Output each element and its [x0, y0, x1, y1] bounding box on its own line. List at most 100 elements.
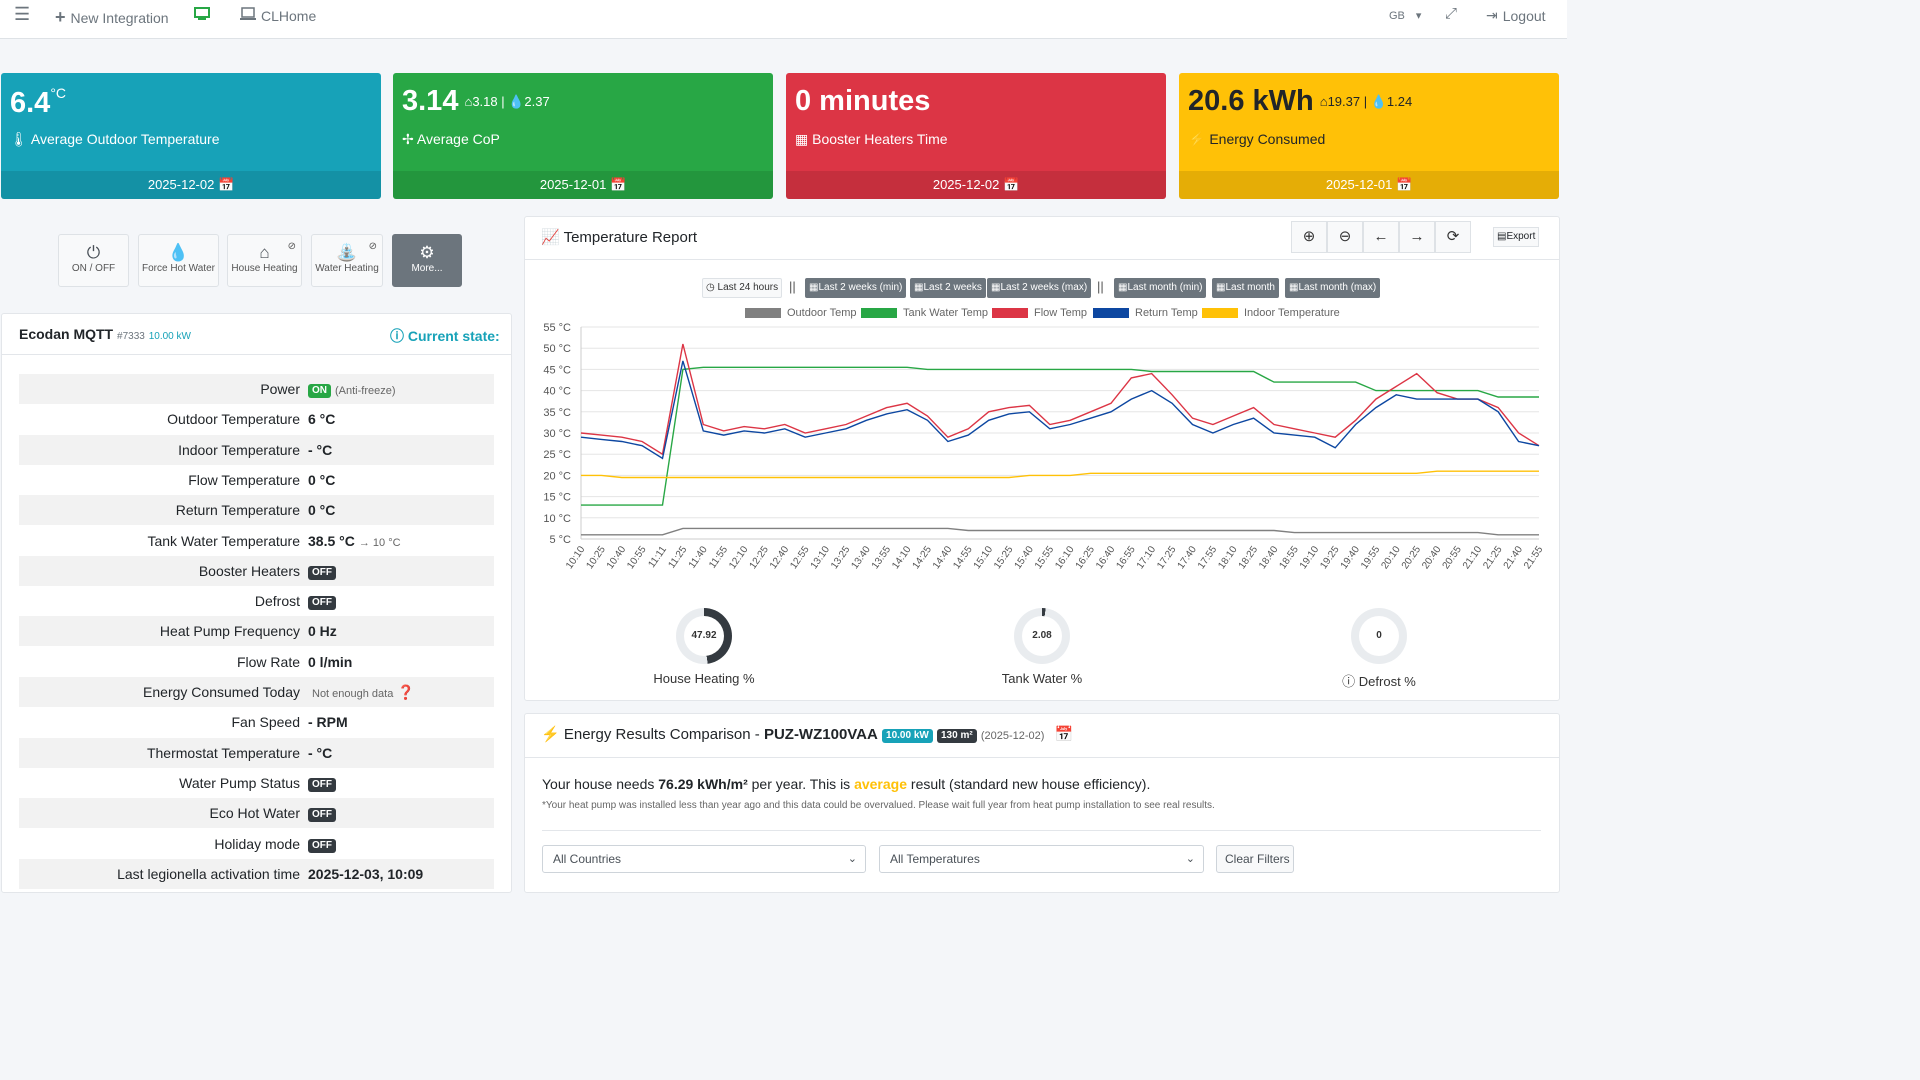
logout-link[interactable]: ⇥ Logout	[1486, 7, 1546, 24]
energy-title: ⚡ Energy Results Comparison - PUZ-WZ100V…	[541, 726, 1074, 743]
state-row: Booster Heaters OFF	[19, 555, 494, 586]
new-integration-link[interactable]: + New Integration	[55, 7, 169, 27]
x-tick-label: 16:25	[1074, 544, 1098, 571]
legend-item[interactable]: Tank Water Temp	[861, 307, 988, 319]
x-tick-label: 11:40	[687, 544, 710, 571]
x-tick-label: 11:25	[666, 544, 689, 571]
faucet-icon: ⛲	[336, 243, 358, 262]
house-heating-button[interactable]: ⊘ ⌂ House Heating	[227, 234, 302, 287]
refresh-icon: ⟳	[1446, 228, 1460, 245]
disabled-icon: ⊘	[287, 241, 296, 252]
export-button[interactable]: ▤Export	[1493, 227, 1540, 247]
range-2w-min[interactable]: ▦Last 2 weeks (min)	[805, 278, 907, 298]
gauge-label: Tank Water %	[1001, 671, 1083, 686]
heater-icon: ▦	[795, 131, 809, 147]
x-tick-label: 18:55	[1277, 544, 1301, 571]
state-value-text: 0 Hz	[308, 623, 337, 640]
range-last-24h[interactable]: ◷ Last 24 hours	[702, 278, 783, 298]
state-value-text: - °C	[308, 744, 333, 761]
water-heating-button[interactable]: ⊘ ⛲ Water Heating	[311, 234, 383, 287]
clhome-link[interactable]: CLHome	[240, 7, 316, 24]
state-value: 2025-12-03, 10:09	[308, 859, 423, 889]
fullscreen-icon[interactable]: ⤢	[1445, 5, 1458, 22]
legend-item[interactable]: Flow Temp	[992, 307, 1087, 319]
zoom-in-button[interactable]: ⊕	[1291, 221, 1327, 253]
language-dropdown[interactable]: GB ▾	[1389, 9, 1422, 23]
force-hot-water-button[interactable]: 💧 Force Hot Water	[138, 234, 219, 287]
drop-icon: 💧	[508, 94, 525, 109]
thermometer-icon: 🌡	[10, 131, 28, 147]
card-label: Average CoP	[416, 131, 500, 147]
x-tick-label: 21:25	[1481, 544, 1505, 571]
legend-item[interactable]: Indoor Temperature	[1202, 307, 1340, 319]
calendar-icon: 📅	[609, 177, 627, 192]
x-tick-label: 10:10	[564, 544, 588, 571]
state-value-text: 0 °C	[308, 502, 336, 519]
card-energy-consumed: 20.6 kWh ⌂19.37 | 💧1.24 ⚡ Energy Consumed…	[1179, 73, 1559, 199]
series-line-return-temp[interactable]	[580, 360, 1540, 460]
area-badge: 130 m²	[937, 729, 977, 743]
zoom-out-button[interactable]: ⊖	[1327, 221, 1363, 253]
state-row: Fan Speed - RPM	[19, 707, 494, 737]
card-footer[interactable]: 2025-12-01 📅	[1179, 171, 1559, 199]
power-toggle-button[interactable]: ⏻ ON / OFF	[58, 234, 129, 287]
card-footer[interactable]: 2025-12-02 📅	[1, 171, 381, 199]
state-value-text: 2025-12-03, 10:09	[308, 865, 424, 882]
calendar-icon: ▦	[1118, 282, 1128, 293]
legend-swatch	[992, 308, 1028, 318]
x-tick-label: 17:25	[1155, 544, 1179, 571]
calendar-icon: ▦	[914, 282, 924, 293]
clear-filters-button[interactable]: Clear Filters	[1216, 845, 1294, 873]
calendar-icon[interactable]: 📅	[1054, 726, 1074, 743]
x-tick-label: 15:10	[972, 544, 996, 571]
series-line-outdoor-temp[interactable]	[581, 527, 1539, 536]
legend-item[interactable]: Outdoor Temp	[745, 307, 857, 319]
y-tick-label: 25 °C	[543, 449, 571, 461]
country-filter-select[interactable]: All Countries ⌄	[542, 845, 866, 873]
y-tick-label: 45 °C	[543, 364, 571, 376]
monitor-icon[interactable]	[194, 7, 210, 21]
state-value-text: OFF	[308, 808, 336, 823]
temperature-chart[interactable]: 55 °C 50 °C 45 °C 40 °C 35 °C 30 °C 25 °C 20 °C…	[524, 320, 1560, 602]
state-row: Heat Pump Frequency 0 Hz	[19, 616, 494, 647]
y-tick-label: 20 °C	[543, 470, 571, 482]
y-tick-label: 30 °C	[543, 428, 571, 440]
state-value: OFF	[308, 556, 336, 586]
pan-right-button[interactable]: →	[1399, 221, 1435, 253]
range-month-max[interactable]: ▦Last month (max)	[1285, 278, 1381, 298]
gauge-label: House Heating %	[653, 671, 755, 686]
report-title: 📈 Temperature Report	[541, 229, 697, 246]
card-footer[interactable]: 2025-12-02 📅	[786, 171, 1166, 199]
state-key: Indoor Temperature	[178, 441, 300, 458]
card-average-cop: 3.14 ⌂3.18 | 💧2.37 ✢ Average CoP 2025-12-…	[393, 73, 773, 199]
reset-button[interactable]: ⟳	[1435, 221, 1471, 253]
current-state-link[interactable]: ⓘ Current state:	[390, 328, 500, 344]
series-line-flow-temp[interactable]	[580, 343, 1540, 456]
calendar-icon: 📅	[1002, 177, 1020, 192]
tank-water-gauge: 2.08	[1014, 608, 1070, 664]
state-value: Not enough data ❓	[308, 677, 415, 709]
house-icon: ⌂	[464, 94, 473, 109]
more-button[interactable]: ⚙ More...	[392, 234, 462, 287]
x-tick-label: 12:25	[748, 544, 772, 571]
temperature-filter-select[interactable]: All Temperatures ⌄	[879, 845, 1204, 873]
range-month-min[interactable]: ▦Last month (min)	[1114, 278, 1207, 298]
card-footer[interactable]: 2025-12-01 📅	[393, 171, 773, 199]
state-row: Water Pump Status OFF	[19, 768, 494, 798]
hamburger-icon[interactable]: ☰	[14, 4, 31, 24]
range-2w[interactable]: ▦Last 2 weeks	[910, 278, 986, 298]
series-line-indoor-temperature[interactable]	[581, 470, 1539, 479]
question-circle-icon[interactable]: ❓	[393, 684, 415, 700]
caret-down-icon: ▾	[1415, 10, 1422, 22]
y-tick-label: 5 °C	[549, 534, 571, 546]
series-line-tank-water-temp[interactable]	[581, 366, 1539, 506]
range-2w-max[interactable]: ▦Last 2 weeks (max)	[987, 278, 1092, 298]
legend-item[interactable]: Return Temp	[1093, 307, 1198, 319]
pan-left-button[interactable]: ←	[1363, 221, 1399, 253]
x-tick-label: 20:10	[1379, 544, 1403, 571]
gears-icon: ⚙	[419, 243, 435, 262]
info-icon[interactable]: ⓘ	[1342, 674, 1356, 689]
x-tick-label: 12:55	[788, 544, 812, 571]
range-month[interactable]: ▦Last month	[1212, 278, 1279, 298]
x-tick-label: 15:55	[1033, 544, 1057, 571]
